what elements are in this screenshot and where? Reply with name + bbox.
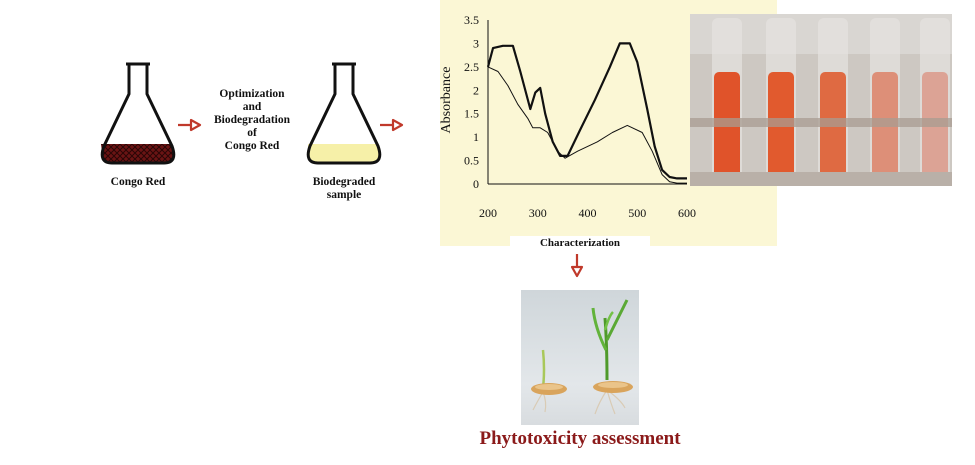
y-tick-label: 1.5: [464, 107, 479, 121]
x-tick-label: 400: [579, 206, 597, 220]
flow-arrow-1: [178, 118, 202, 132]
step-line-4: of: [247, 127, 257, 139]
congo-red-flask: [96, 60, 180, 168]
step-line-2: and: [242, 101, 262, 113]
y-tick-label: 0: [473, 177, 479, 191]
absorbance-chart: 200 300 400 500 600 0 0.5 1 1.5 2 2.5 3 3.5 Absorban…: [440, 13, 696, 220]
y-tick-label: 0.5: [464, 154, 479, 168]
phytotoxicity-label: Phytotoxicity assessment: [479, 428, 681, 449]
y-tick-label: 2: [473, 83, 479, 97]
biodegraded-line-2: sample: [326, 189, 362, 201]
x-tick-label: 200: [479, 206, 497, 220]
y-tick-label: 2.5: [464, 60, 479, 74]
x-tick-label: 500: [628, 206, 646, 220]
optimization-step-label: Optimization and Biodegradation of Congo…: [200, 88, 304, 153]
flow-arrow-down: [570, 254, 584, 278]
series-line-2: [487, 66, 687, 184]
characterization-label: Characterization: [510, 236, 650, 250]
biodegraded-label: Biodegraded sample: [296, 176, 392, 202]
y-axis-label: Absorbance: [440, 67, 454, 134]
biodegraded-flask: [302, 60, 386, 168]
test-tube-photo: [690, 14, 952, 186]
x-tick-label: 600: [678, 206, 696, 220]
seedling-photo: [521, 290, 639, 425]
y-tick-label: 3: [473, 36, 479, 50]
y-tick-label: 3.5: [464, 13, 479, 27]
flow-arrow-2: [380, 118, 404, 132]
congo-red-label: Congo Red: [110, 176, 166, 188]
series-line-1: [486, 42, 687, 180]
x-tick-label: 300: [529, 206, 547, 220]
step-line-5: Congo Red: [224, 140, 280, 152]
step-line-3: Biodegradation: [213, 114, 291, 126]
biodegraded-line-1: Biodegraded: [312, 176, 376, 188]
step-line-1: Optimization: [219, 88, 285, 100]
y-tick-label: 1: [473, 130, 479, 144]
